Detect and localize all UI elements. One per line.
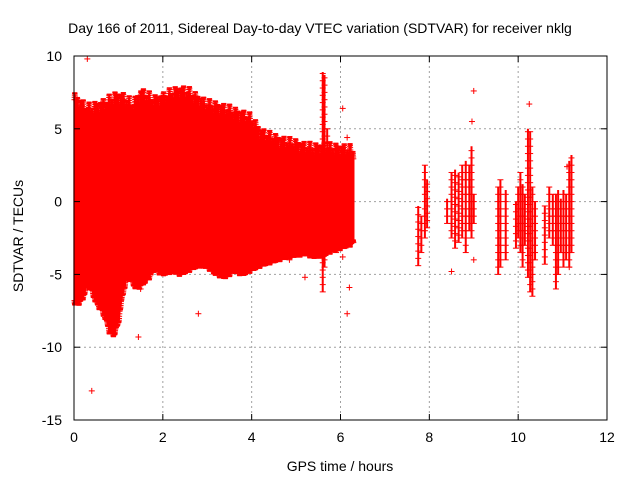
data-series xyxy=(71,55,575,394)
chart-title: Day 166 of 2011, Sidereal Day-to-day VTE… xyxy=(68,20,572,36)
